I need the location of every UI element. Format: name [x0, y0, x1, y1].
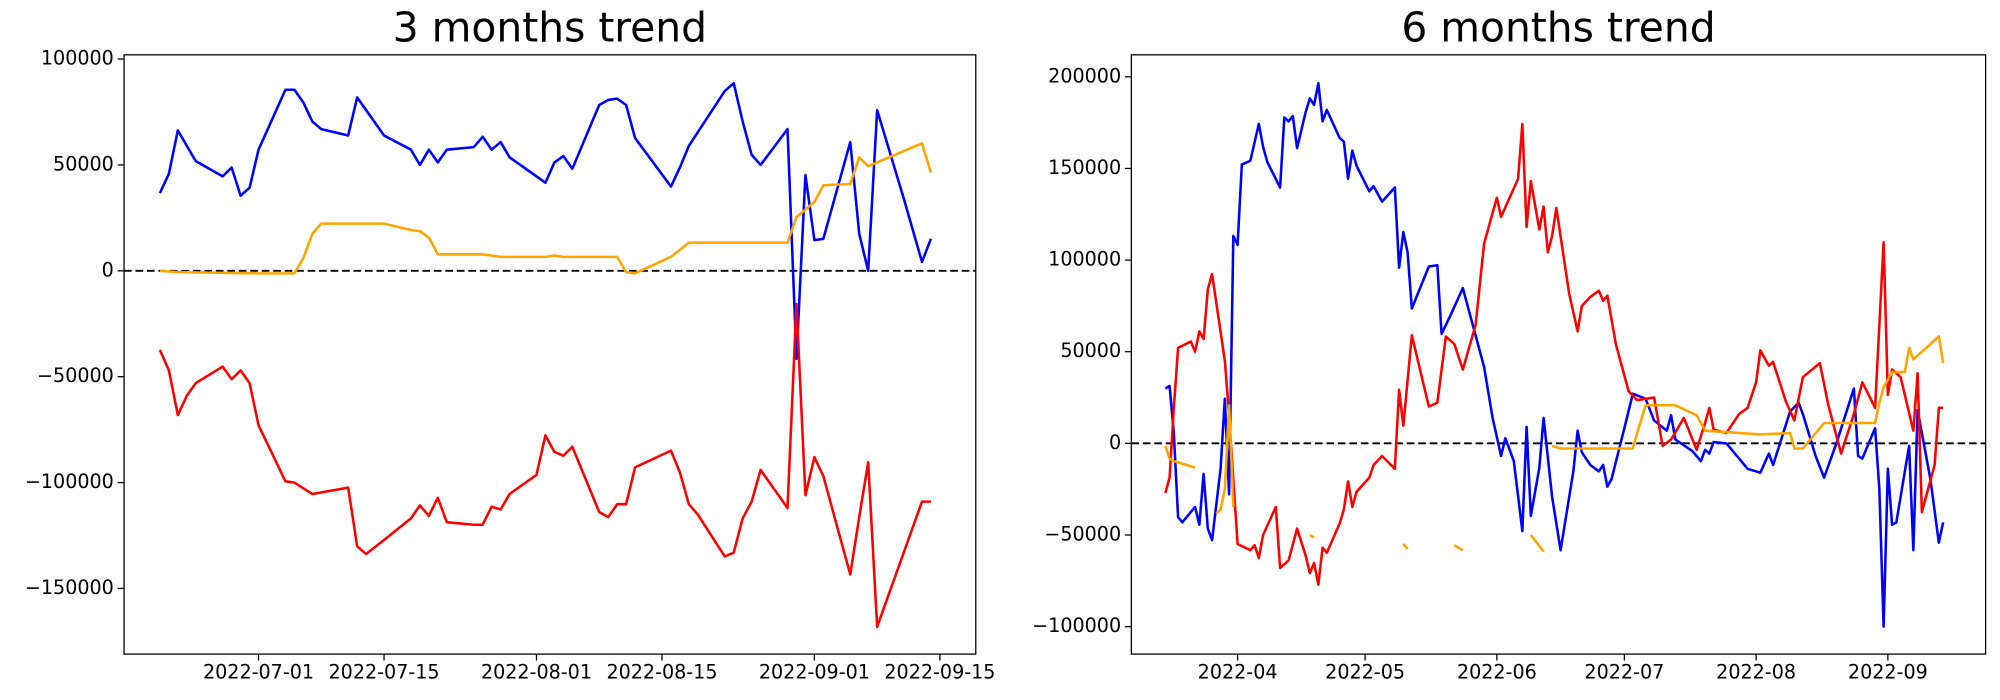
series-line — [158, 302, 931, 629]
plot-frame — [123, 54, 977, 655]
x-tick-label: 2022-08-01 — [481, 661, 592, 684]
x-tick-label: 2022-08-15 — [606, 661, 717, 684]
x-tick-label: 2022-06 — [1457, 661, 1537, 684]
x-tick-label: 2022-07-15 — [329, 661, 440, 684]
x-tick-label: 2022-09-15 — [884, 661, 995, 684]
x-tick-label: 2022-09-01 — [759, 661, 870, 684]
series-line — [1164, 335, 1945, 553]
y-tick-label: 0 — [1109, 431, 1121, 454]
x-tick-label: 2022-05 — [1325, 661, 1405, 684]
x-tick-label: 2022-08 — [1716, 661, 1796, 684]
y-tick-label: 50000 — [1060, 339, 1121, 362]
chart-title: 3 months trend — [393, 4, 707, 52]
series-line — [1164, 81, 1945, 628]
y-tick-label: −100000 — [25, 470, 114, 493]
y-tick-label: 0 — [102, 258, 114, 281]
x-tick-label: 2022-07 — [1584, 661, 1664, 684]
chart-title: 6 months trend — [1401, 4, 1715, 52]
series-line — [1164, 122, 1944, 586]
y-tick-label: 50000 — [53, 152, 114, 175]
plot-frame — [1130, 54, 1987, 655]
x-tick-label: 2022-04 — [1198, 661, 1278, 684]
y-tick-label: 100000 — [1048, 248, 1121, 271]
y-tick-label: −150000 — [25, 576, 114, 599]
x-tick-label: 2022-09 — [1848, 661, 1928, 684]
y-tick-label: −50000 — [37, 364, 114, 387]
y-tick-label: 200000 — [1048, 64, 1121, 87]
series-line — [158, 81, 933, 361]
y-tick-label: −100000 — [1032, 614, 1121, 637]
x-tick-label: 2022-07-01 — [203, 661, 314, 684]
y-tick-label: 100000 — [41, 47, 114, 70]
series-line — [159, 142, 933, 275]
y-tick-label: −50000 — [1044, 522, 1121, 545]
y-tick-label: 150000 — [1048, 156, 1121, 179]
